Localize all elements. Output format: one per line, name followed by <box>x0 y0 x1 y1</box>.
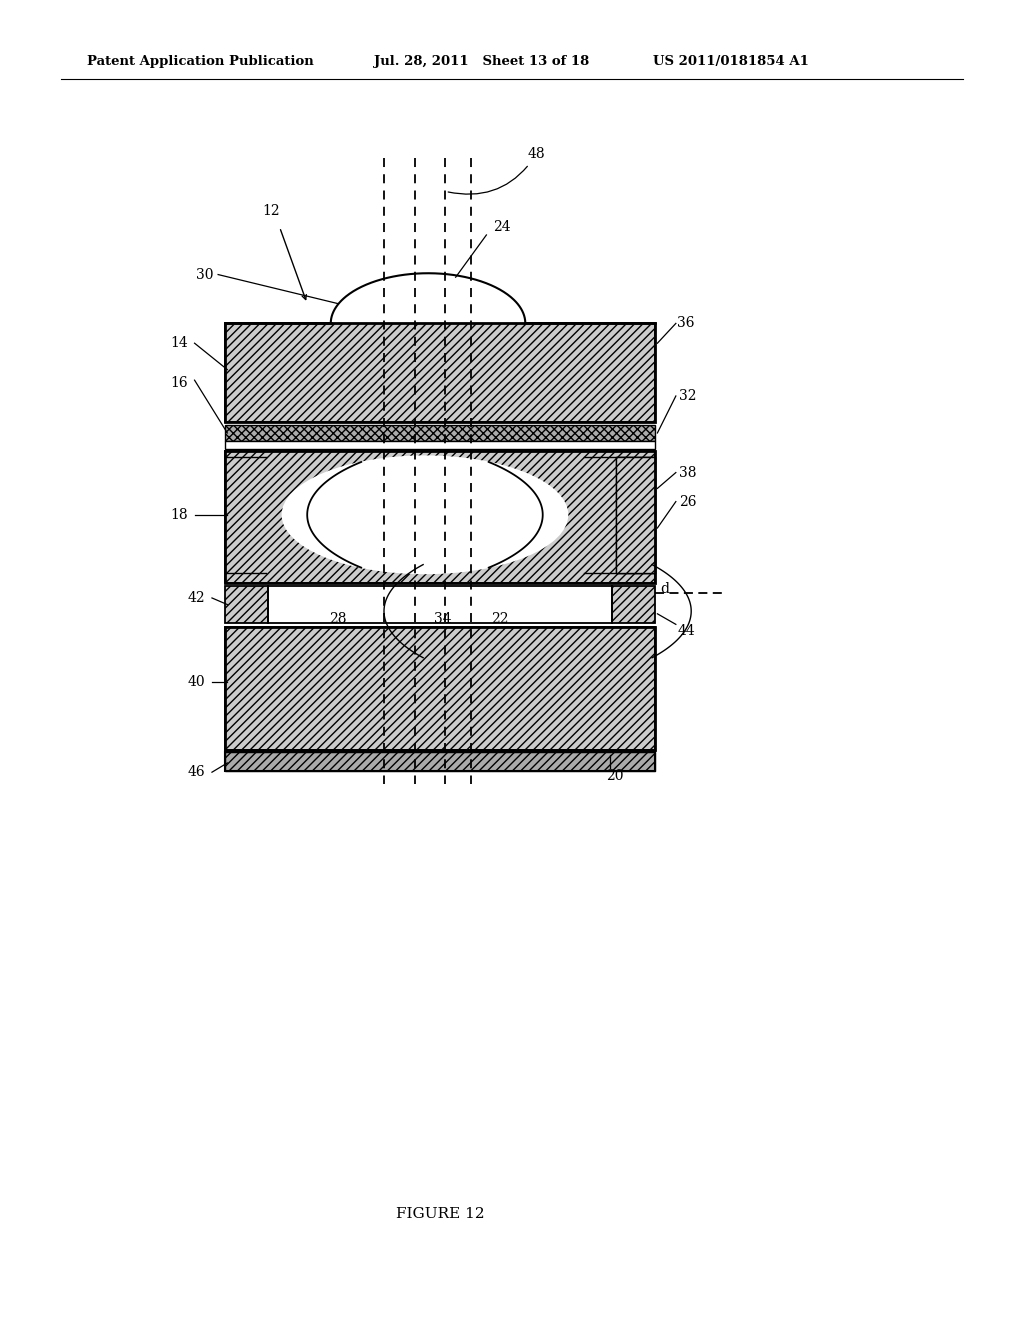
Text: 42: 42 <box>187 591 206 605</box>
Text: 44: 44 <box>677 624 695 638</box>
Text: 16: 16 <box>170 376 188 389</box>
Bar <box>616 457 655 573</box>
Bar <box>225 586 268 623</box>
Polygon shape <box>331 273 525 323</box>
Text: 28: 28 <box>329 612 347 626</box>
Bar <box>225 451 655 583</box>
Text: 36: 36 <box>677 317 695 330</box>
Bar <box>225 752 655 771</box>
Text: 46: 46 <box>187 766 206 779</box>
Text: 30: 30 <box>196 268 214 281</box>
Text: Jul. 28, 2011   Sheet 13 of 18: Jul. 28, 2011 Sheet 13 of 18 <box>374 55 589 69</box>
Bar <box>225 627 655 750</box>
Bar <box>225 323 655 422</box>
Text: 40: 40 <box>187 676 206 689</box>
Text: FIGURE 12: FIGURE 12 <box>396 1208 484 1221</box>
Bar <box>616 457 655 573</box>
Bar <box>225 627 655 750</box>
Text: 18: 18 <box>170 508 188 521</box>
Text: 22: 22 <box>490 612 509 626</box>
Text: 26: 26 <box>679 495 697 508</box>
Bar <box>268 586 612 623</box>
Text: 12: 12 <box>262 205 281 218</box>
Bar <box>225 425 655 441</box>
Bar <box>225 451 655 583</box>
Ellipse shape <box>282 455 568 574</box>
Text: 24: 24 <box>493 220 511 234</box>
Bar <box>225 752 655 771</box>
Text: 48: 48 <box>449 148 545 194</box>
Text: 38: 38 <box>679 466 697 479</box>
Text: 14: 14 <box>170 337 188 350</box>
Text: 34: 34 <box>433 612 452 626</box>
Text: 20: 20 <box>605 770 624 783</box>
Text: 32: 32 <box>679 389 697 403</box>
Text: Patent Application Publication: Patent Application Publication <box>87 55 313 69</box>
Text: d: d <box>660 582 670 595</box>
Bar <box>225 323 655 422</box>
Bar <box>225 441 655 449</box>
Bar <box>612 586 655 623</box>
Text: US 2011/0181854 A1: US 2011/0181854 A1 <box>653 55 809 69</box>
